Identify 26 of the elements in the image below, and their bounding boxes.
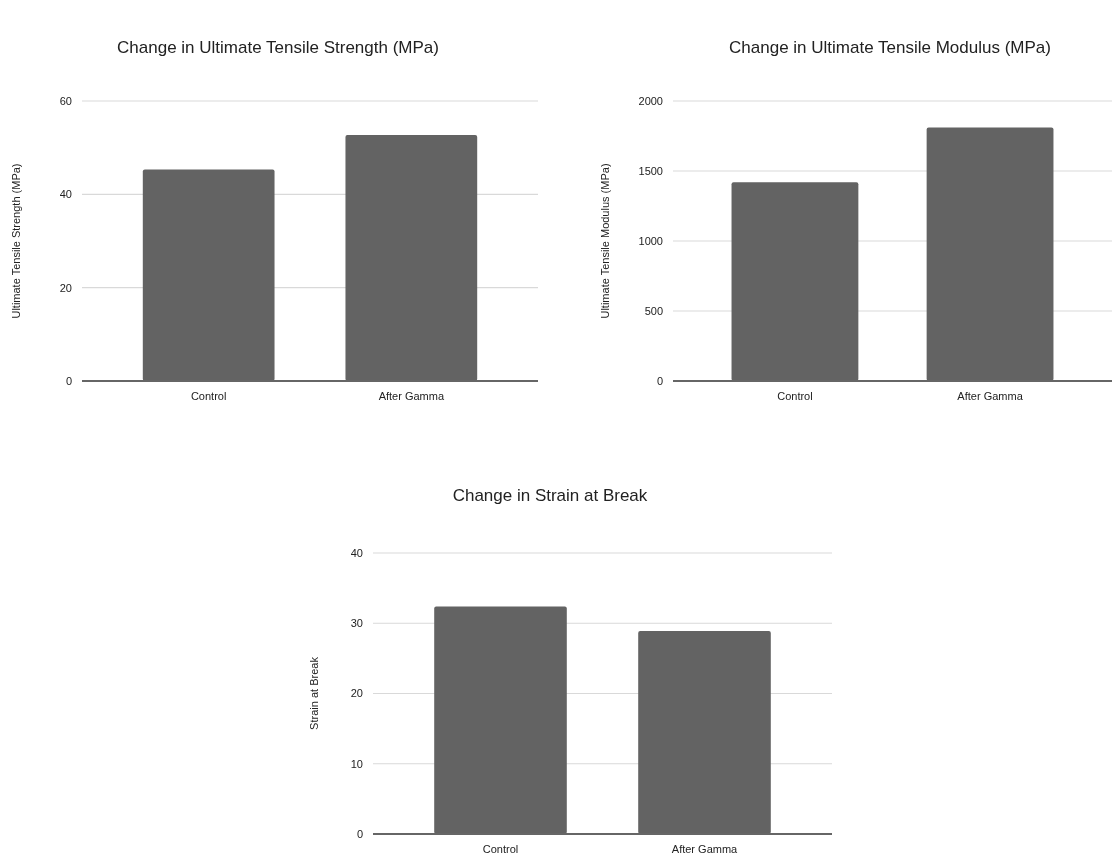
y-axis-title: Strain at Break: [308, 656, 320, 730]
y-tick-label: 1000: [638, 234, 663, 247]
x-tick-label: After Gamma: [671, 843, 739, 855]
x-tick-label: Control: [777, 390, 813, 402]
y-tick-label: 20: [350, 687, 363, 700]
y-tick-label: 60: [59, 94, 72, 107]
chart-title: Change in Strain at Break: [452, 486, 648, 505]
y-tick-label: 40: [350, 546, 363, 559]
x-tick-label: After Gamma: [957, 390, 1024, 402]
y-tick-label: 500: [644, 304, 663, 317]
y-axis-title: Ultimate Tensile Modulus (MPa): [599, 163, 611, 319]
y-axis-title: Ultimate Tensile Strength (MPa): [10, 163, 22, 319]
y-tick-label: 0: [65, 374, 72, 387]
chart-title: Change in Ultimate Tensile Strength (MPa): [117, 38, 439, 57]
x-tick-label: After Gamma: [378, 390, 445, 402]
y-tick-label: 2000: [638, 94, 663, 107]
y-tick-label: 20: [59, 281, 72, 294]
y-tick-label: 30: [350, 617, 363, 630]
y-tick-label: 40: [59, 188, 72, 201]
y-tick-label: 10: [350, 757, 363, 770]
chart-title: Change in Ultimate Tensile Modulus (MPa): [729, 38, 1051, 57]
y-tick-label: 0: [356, 827, 363, 840]
x-tick-label: Control: [482, 843, 519, 855]
y-tick-label: 1500: [638, 164, 663, 177]
x-tick-label: Control: [190, 390, 227, 402]
y-tick-label: 0: [656, 374, 663, 387]
